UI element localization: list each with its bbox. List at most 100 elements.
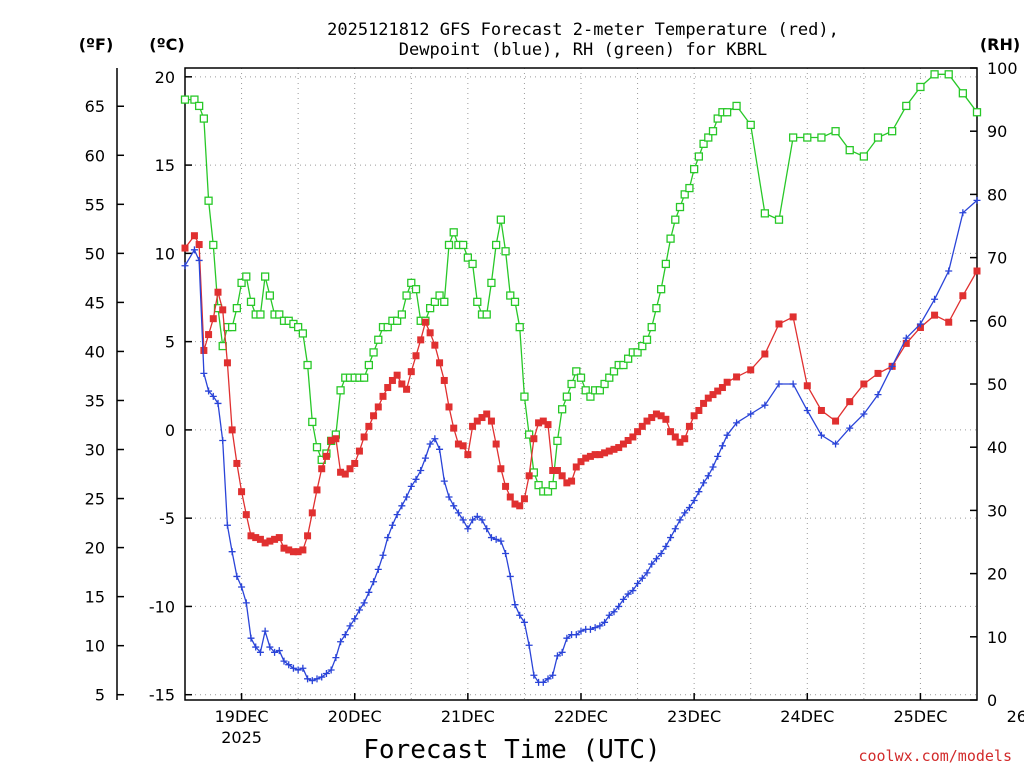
rh-point [308, 417, 317, 427]
rh-point [671, 215, 680, 224]
rh-point [515, 322, 524, 332]
rh-point [397, 310, 407, 319]
dewpoint-point [421, 454, 429, 462]
dewpoint-point [252, 643, 260, 651]
dewpoint-point [596, 622, 604, 630]
rh-point [524, 430, 534, 439]
dewpoint-point [553, 652, 561, 660]
temperature-point [412, 352, 420, 360]
temperature-point [704, 394, 712, 402]
dewpoint-point [280, 657, 288, 665]
fahrenheit-tick-label: 20 [85, 539, 105, 558]
rh-tick-label: 80 [987, 185, 1007, 204]
temperature-point [648, 414, 656, 422]
dewpoint-point [219, 436, 227, 444]
dewpoint-point [723, 431, 731, 439]
dewpoint-point [676, 516, 684, 524]
temperature-point [723, 378, 731, 386]
temperature-point [572, 463, 580, 471]
fahrenheit-tick-label: 10 [85, 637, 105, 656]
dewpoint-point [586, 625, 594, 633]
dewpoint-point [285, 661, 293, 669]
temperature-point [261, 539, 269, 547]
dewpoint-point [516, 611, 524, 619]
rh-point [458, 240, 468, 250]
rh-point [190, 95, 199, 104]
rh-point [407, 278, 416, 288]
temperature-point [492, 440, 500, 448]
x-tick-label: 26DEC [1007, 707, 1024, 726]
temperature-point [619, 440, 627, 448]
temperature-point [473, 417, 481, 425]
rh-point [689, 164, 699, 174]
rh-point [930, 70, 939, 79]
celsius-tick-label: 10 [155, 244, 175, 263]
rh-point [633, 348, 642, 357]
temperature-point [195, 241, 203, 249]
dewpoint-point [374, 565, 382, 573]
rh-point [656, 285, 666, 294]
temperature-point [285, 546, 293, 554]
rh-point [760, 209, 770, 218]
temperature-point [671, 433, 679, 441]
rh-tick-label: 20 [987, 565, 1007, 584]
rh-point [666, 234, 675, 243]
rh-point [303, 360, 312, 370]
dewpoint-point [860, 410, 868, 418]
temperature-point [945, 318, 953, 326]
dewpoint-point [497, 537, 505, 545]
dewpoint-point [440, 477, 448, 485]
dewpoint-point [789, 380, 797, 388]
temperature-point [454, 440, 462, 448]
temperature-point [700, 399, 708, 407]
rh-tick-label: 60 [987, 312, 1007, 331]
rh-tick-label: 90 [987, 122, 1007, 141]
temperature-point [511, 500, 519, 508]
temperature-point [214, 288, 222, 296]
temperature-point [252, 534, 260, 542]
temperature-point [445, 403, 453, 411]
temperature-point [667, 428, 675, 436]
temperature-point [582, 454, 590, 462]
celsius-tick-label: -15 [149, 686, 175, 705]
rh-point [293, 322, 303, 332]
x-tick-label: 25DEC [893, 707, 947, 726]
dewpoint-point [341, 631, 349, 639]
x-tick-year-label: 2025 [221, 728, 262, 747]
series-temperature [181, 232, 981, 556]
temperature-point [733, 373, 741, 381]
dewpoint-point [266, 643, 274, 651]
rh-point [675, 202, 685, 212]
temperature-point [860, 380, 868, 388]
axes: 5101520253035404550556065-15-10-50510152… [85, 59, 1024, 747]
temperature-point [629, 433, 637, 441]
rh-point [543, 487, 553, 496]
temperature-point [676, 438, 684, 446]
credit-link[interactable]: coolwx.com/models [858, 747, 1012, 765]
fahrenheit-tick-label: 25 [85, 490, 105, 509]
temperature-point [643, 417, 651, 425]
temperature-point [714, 387, 722, 395]
fahrenheit-tick-label: 40 [85, 342, 105, 361]
temperature-point [539, 417, 547, 425]
temperature-point [832, 417, 840, 425]
temperature-point [228, 426, 236, 434]
temperature-point [530, 435, 538, 443]
temperature-point [469, 422, 477, 430]
dewpoint-point [384, 534, 392, 542]
rh-point [562, 392, 572, 401]
temperature-point [238, 488, 246, 496]
dewpoint-point [747, 410, 755, 418]
dewpoint-point [671, 525, 679, 533]
temperature-point [374, 403, 382, 411]
temperature-point [652, 410, 660, 418]
temperature-point [502, 482, 510, 490]
dewpoint-point [308, 677, 316, 685]
dewpoint-point [601, 618, 609, 626]
temperature-point [478, 414, 486, 422]
rh-point [694, 152, 704, 161]
rh-point [473, 297, 482, 306]
dewpoint-point [431, 435, 439, 443]
dewpoint-point [634, 579, 642, 587]
rh-point [623, 354, 633, 363]
